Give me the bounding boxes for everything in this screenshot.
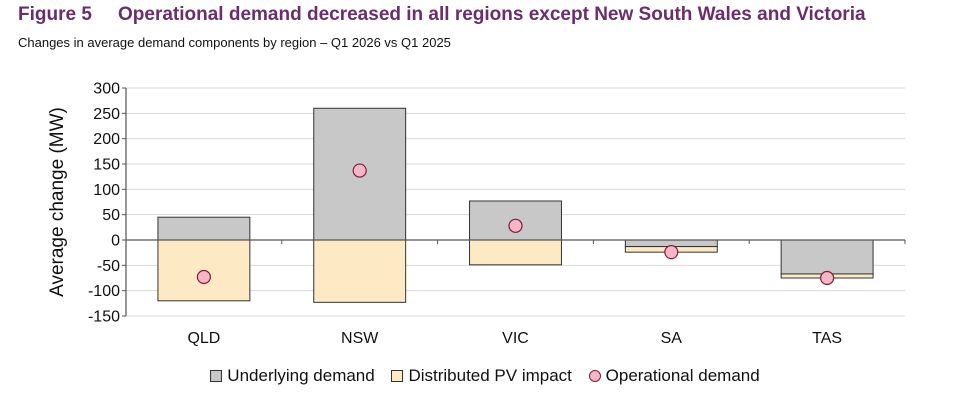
operational-marker-nsw <box>352 163 367 178</box>
pv-bar-vic <box>469 239 562 266</box>
operational-marker-tas <box>819 270 835 286</box>
operational-marker-vic <box>508 218 523 233</box>
axes <box>122 87 906 317</box>
y-axis-label: Average change (MW) <box>47 107 68 297</box>
legend-swatch-operational <box>588 370 601 382</box>
tick-labels: 300 250 200 150 100 50 0 -50 -100 -150 <box>88 81 120 326</box>
legend-item-operational: Operational demand <box>588 366 760 386</box>
y-tick-label: 150 <box>93 157 120 174</box>
y-tick-label: -150 <box>88 309 120 326</box>
x-tick-label: QLD <box>187 330 220 347</box>
underlying-bar-tas <box>780 239 874 275</box>
legend-label-underlying: Underlying demand <box>227 366 375 385</box>
x-tick-label: TAS <box>812 330 842 347</box>
legend-label-pv: Distributed PV impact <box>408 366 572 385</box>
bars <box>157 107 874 303</box>
gridlines <box>126 87 905 317</box>
x-tick-label: NSW <box>341 330 379 347</box>
figure-header: Figure 5 Operational demand decreased in … <box>18 4 866 26</box>
markers <box>196 163 835 286</box>
y-tick-label: 300 <box>93 81 120 98</box>
underlying-bar-qld <box>157 216 251 241</box>
figure-number: Figure 5 <box>18 4 92 25</box>
legend-swatch-pv <box>391 370 404 382</box>
y-tick-label: -100 <box>88 283 120 300</box>
y-tick-label: 250 <box>93 106 120 123</box>
category-labels: QLD NSW VIC SA TAS <box>187 330 842 347</box>
chart-subtitle: Changes in average demand components by … <box>18 35 451 50</box>
y-tick-label: 50 <box>102 207 120 224</box>
pv-bar-nsw <box>313 239 407 303</box>
legend-item-underlying: Underlying demand <box>210 366 375 386</box>
y-tick-label: 200 <box>93 131 120 148</box>
y-tick-label: 100 <box>93 182 120 199</box>
legend-label-operational: Operational demand <box>605 366 760 385</box>
chart-plot: 300 250 200 150 100 50 0 -50 -100 -150 QLD NSW VIC S… <box>47 81 906 347</box>
x-tick-label: VIC <box>502 330 529 347</box>
operational-marker-sa <box>664 245 679 260</box>
operational-marker-qld <box>196 269 211 285</box>
x-tick-label: SA <box>661 330 683 347</box>
legend: Underlying demand Distributed PV impact … <box>0 366 970 387</box>
y-tick-label: -50 <box>97 258 120 275</box>
legend-swatch-underlying <box>210 370 223 382</box>
legend-item-pv: Distributed PV impact <box>391 366 572 386</box>
chart-title: Operational demand decreased in all regi… <box>118 4 866 25</box>
y-tick-label: 0 <box>111 233 120 250</box>
